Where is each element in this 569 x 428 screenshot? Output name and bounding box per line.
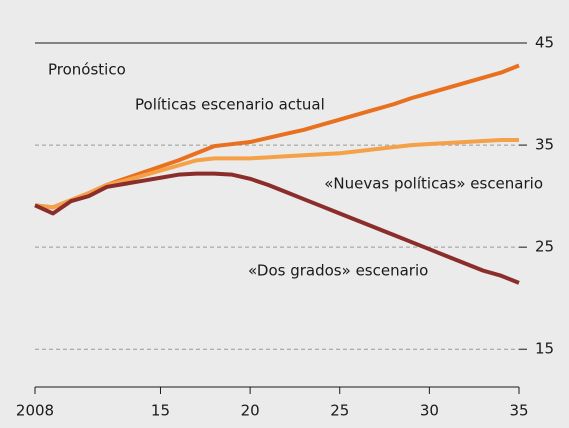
x-tick-label: 25 (330, 402, 349, 420)
y-tick-label: 15 (535, 340, 554, 358)
y-tick-label: 45 (535, 34, 554, 52)
x-tick-label: 2008 (16, 402, 54, 420)
x-tick-label: 20 (241, 402, 260, 420)
x-tick-label: 35 (509, 402, 528, 420)
x-tick-label: 30 (420, 402, 439, 420)
y-tick-label: 25 (535, 238, 554, 256)
series-label: «Dos grados» escenario (248, 262, 428, 280)
series-label: «Nuevas políticas» escenario (324, 175, 543, 193)
series-line (34, 171, 520, 285)
series-label: Políticas escenario actual (135, 96, 325, 114)
annotation: Pronóstico (48, 61, 126, 79)
x-tick-label: 15 (151, 402, 170, 420)
y-tick-label: 35 (535, 136, 554, 154)
series-line (34, 137, 519, 210)
